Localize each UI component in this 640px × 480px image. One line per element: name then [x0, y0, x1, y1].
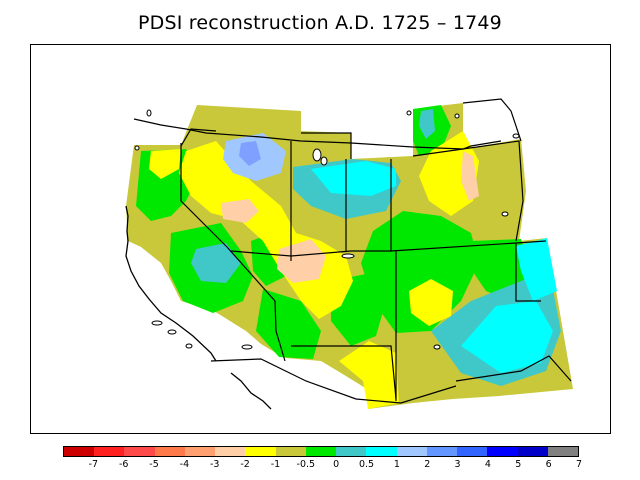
pdsi-map [125, 98, 573, 410]
region-teal-ne [419, 109, 435, 139]
colorbar-swatch [215, 447, 246, 456]
region-cyan-east [516, 238, 557, 301]
lake-14 [512, 133, 520, 139]
colorbar-tick-label: 3 [454, 459, 461, 470]
colorbar-tick-label: -6 [118, 459, 129, 470]
colorbar-tick-label: 6 [545, 459, 552, 470]
lake-2 [320, 156, 328, 166]
lake-12 [406, 110, 412, 116]
colorbar-swatch [517, 447, 548, 456]
colorbar-swatch [487, 447, 518, 456]
boundary-texas [455, 355, 572, 382]
region-cyan-sw [461, 301, 553, 373]
colorbar-swatch [366, 447, 397, 456]
colorbar-swatch [426, 447, 458, 456]
lake-8 [433, 344, 441, 350]
colorbar-tick-label: -0.5 [296, 459, 316, 470]
boundary-oklahoma [515, 243, 541, 302]
boundary-idaho-east [180, 128, 217, 147]
colorbar-tick-label: 0 [333, 459, 340, 470]
boundary-nevada-west [180, 143, 286, 362]
lake-5 [167, 329, 177, 335]
region-teal-nv [191, 243, 241, 283]
boundary-north-east [412, 140, 524, 242]
pdsi-colorbar [63, 446, 579, 457]
colorbar-tick-label: -7 [88, 459, 99, 470]
boundary-colorado [230, 159, 392, 257]
lake-4 [151, 320, 163, 326]
colorbar-tick-label: 7 [575, 459, 583, 470]
map-title: PDSI reconstruction A.D. 1725 – 1749 [138, 12, 502, 34]
lake-7 [241, 344, 253, 350]
region-yellow-center [409, 279, 453, 326]
colorbar-swatch [336, 447, 367, 456]
region-yellow-north [149, 149, 181, 179]
colorbar-swatch [64, 447, 95, 456]
region-peach-nv [221, 199, 259, 223]
lake-10 [146, 109, 152, 117]
colorbar-swatch [547, 447, 578, 456]
colorbar-tick-label: -2 [240, 459, 250, 470]
colorbar-swatch [245, 447, 276, 456]
colorbar-swatch [154, 447, 185, 456]
colorbar-tick-labels: -7 -6 -5 -4 -3 -2 -1 -0.5 0 0.5 1 2 3 4 5 6 7 [63, 459, 583, 473]
boundary-wyoming-north [301, 132, 352, 159]
boundary-great-lakes-north [462, 98, 522, 142]
boundary-colorado-south [291, 345, 397, 400]
colorbar-tick-label: -4 [179, 459, 190, 470]
lake-9 [501, 211, 509, 217]
colorbar-swatch [305, 447, 337, 456]
lake-13 [454, 113, 460, 119]
region-green-az [256, 289, 321, 359]
lake-6 [185, 343, 193, 349]
lake-3 [341, 253, 355, 259]
colorbar-swatch [275, 447, 306, 456]
region-yellow-sw [339, 341, 399, 409]
canada-border [133, 118, 502, 150]
map-frame [30, 44, 611, 434]
colorbar-tick-label: -3 [210, 459, 220, 470]
colorbar-tick-label: -1 [270, 459, 281, 470]
colorbar-tick-label: 0.5 [358, 459, 375, 470]
boundary-mexico [210, 358, 457, 404]
colorbar-swatch [457, 447, 488, 456]
coastline [125, 205, 272, 410]
colorbar-tick-label: 1 [393, 459, 400, 470]
colorbar-tick-label: 4 [484, 459, 491, 470]
lake-11 [134, 145, 140, 151]
colorbar-swatch [184, 447, 216, 456]
colorbar-tick-label: -5 [149, 459, 159, 470]
colorbar-swatch [124, 447, 155, 456]
state-boundaries [133, 98, 572, 404]
lake-1 [312, 148, 322, 162]
colorbar-tick-label: 5 [515, 459, 522, 470]
region-peach-ne [461, 151, 479, 201]
region-cyan-wyoming [311, 161, 396, 196]
region-blue-idaho [239, 141, 261, 166]
colorbar-tick-label: 2 [424, 459, 431, 470]
colorbar-swatch [396, 447, 427, 456]
lakes-islands [134, 109, 520, 350]
region-peach-utah [277, 239, 326, 283]
colorbar-swatch [94, 447, 125, 456]
